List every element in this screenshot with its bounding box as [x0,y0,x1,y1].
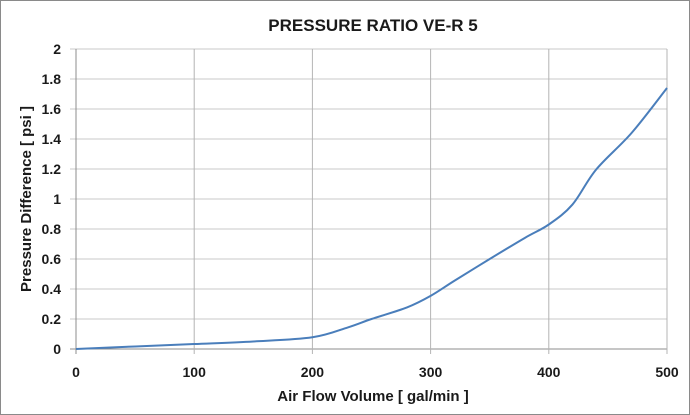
y-tick-label: 0.8 [42,221,62,237]
series-group [75,87,668,350]
y-tick-label: 1.8 [42,71,62,87]
y-tick-label: 0.2 [42,311,62,327]
y-tick-label: 2 [53,41,61,57]
x-axis-label: Air Flow Volume [ gal/min ] [277,388,468,405]
x-tick-label: 300 [419,364,443,380]
grid [70,48,668,354]
y-axis-label: Pressure Difference [ psi ] [18,106,35,292]
y-tick-label: 1.2 [42,161,62,177]
x-tick-label: 200 [301,364,325,380]
y-tick-label: 1.4 [42,131,62,147]
y-tick-label: 1 [53,191,61,207]
x-tick-label: 500 [655,364,679,380]
x-tick-label: 0 [72,364,80,380]
y-tick-label: 1.6 [42,101,62,117]
y-tick-label: 0.4 [42,281,62,297]
y-tick-label: 0 [53,341,61,357]
y-tick-label: 0.6 [42,251,62,267]
series-line [75,87,668,350]
x-tick-label: 100 [183,364,207,380]
x-tick-label: 400 [537,364,561,380]
y-axis-ticks: 0 0.2 0.4 0.6 0.8 1 1.2 1.4 1.6 1.8 2 [42,41,62,357]
chart-title: PRESSURE RATIO VE-R 5 [268,16,477,35]
x-axis-ticks: 0 100 200 300 400 500 [72,364,679,380]
